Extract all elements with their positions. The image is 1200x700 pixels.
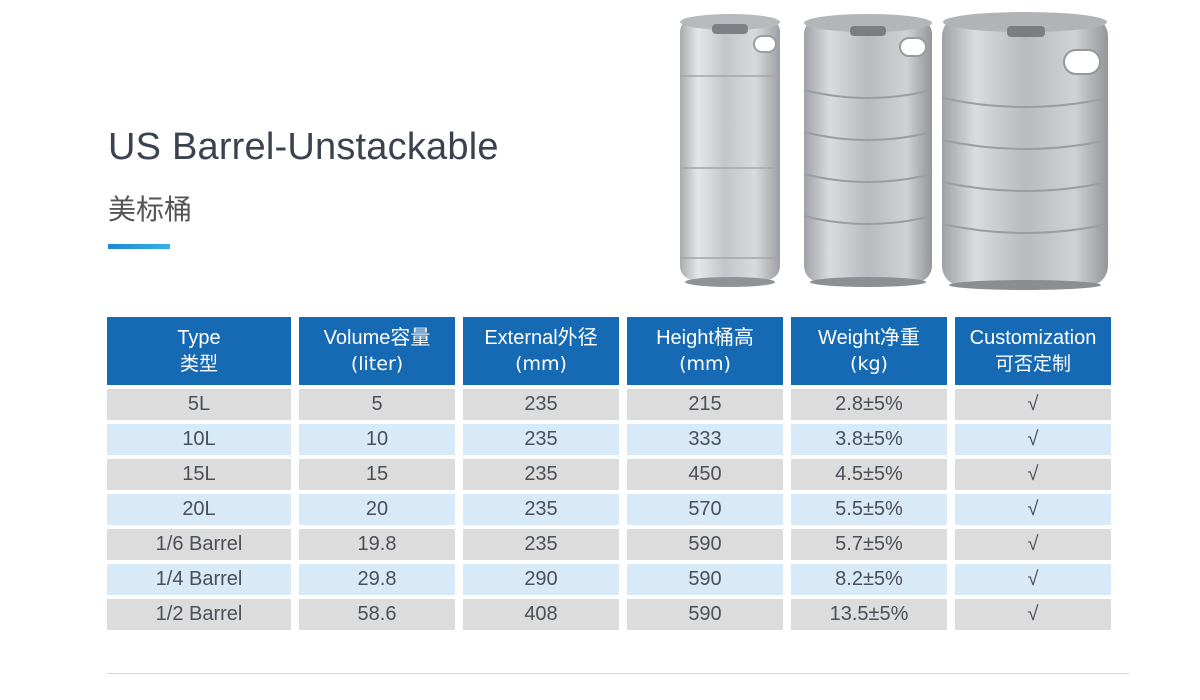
cell-weight: 5.5±5% <box>791 494 947 525</box>
cell-type: 1/2 Barrel <box>107 599 291 630</box>
table-row: 15L 15 235 450 4.5±5% √ <box>107 459 1111 490</box>
cell-volume: 15 <box>299 459 455 490</box>
cell-customization: √ <box>955 564 1111 595</box>
cell-height: 590 <box>627 564 783 595</box>
cell-customization: √ <box>955 459 1111 490</box>
cell-type: 10L <box>107 424 291 455</box>
cell-volume: 10 <box>299 424 455 455</box>
cell-type: 15L <box>107 459 291 490</box>
table-header-row: Type 类型 Volume容量 (liter) External外径 (mm) He… <box>107 317 1111 385</box>
cell-weight: 13.5±5% <box>791 599 947 630</box>
cell-type: 5L <box>107 389 291 420</box>
cell-external: 235 <box>463 424 619 455</box>
cell-volume: 19.8 <box>299 529 455 560</box>
cell-height: 215 <box>627 389 783 420</box>
cell-volume: 20 <box>299 494 455 525</box>
cell-customization: √ <box>955 389 1111 420</box>
keg-product-photo <box>680 12 1109 290</box>
cell-weight: 2.8±5% <box>791 389 947 420</box>
cell-external: 235 <box>463 529 619 560</box>
header-weight: Weight净重 (kg) <box>791 317 947 385</box>
header-customization: Customization 可否定制 <box>955 317 1111 385</box>
header-height: Height桶高 (mm) <box>627 317 783 385</box>
cell-external: 408 <box>463 599 619 630</box>
cell-customization: √ <box>955 529 1111 560</box>
cell-height: 570 <box>627 494 783 525</box>
cell-volume: 29.8 <box>299 564 455 595</box>
cell-customization: √ <box>955 599 1111 630</box>
cell-height: 333 <box>627 424 783 455</box>
page-title: US Barrel-Unstackable <box>108 126 499 168</box>
cell-customization: √ <box>955 494 1111 525</box>
header-type: Type 类型 <box>107 317 291 385</box>
table-row: 1/2 Barrel 58.6 408 590 13.5±5% √ <box>107 599 1111 630</box>
table-row: 10L 10 235 333 3.8±5% √ <box>107 424 1111 455</box>
cell-height: 590 <box>627 599 783 630</box>
cell-external: 290 <box>463 564 619 595</box>
keg-large-icon <box>941 12 1109 290</box>
table-row: 1/4 Barrel 29.8 290 590 8.2±5% √ <box>107 564 1111 595</box>
cell-type: 1/6 Barrel <box>107 529 291 560</box>
keg-medium-icon <box>803 14 933 287</box>
cell-external: 235 <box>463 494 619 525</box>
cell-height: 450 <box>627 459 783 490</box>
bottom-divider <box>107 673 1129 674</box>
header-external: External外径 (mm) <box>463 317 619 385</box>
cell-volume: 5 <box>299 389 455 420</box>
table-row: 5L 5 235 215 2.8±5% √ <box>107 389 1111 420</box>
table-row: 20L 20 235 570 5.5±5% √ <box>107 494 1111 525</box>
cell-volume: 58.6 <box>299 599 455 630</box>
cell-weight: 5.7±5% <box>791 529 947 560</box>
header-volume: Volume容量 (liter) <box>299 317 455 385</box>
keg-slim-icon <box>680 14 780 287</box>
cell-weight: 8.2±5% <box>791 564 947 595</box>
cell-type: 20L <box>107 494 291 525</box>
cell-customization: √ <box>955 424 1111 455</box>
cell-height: 590 <box>627 529 783 560</box>
cell-external: 235 <box>463 389 619 420</box>
title-underline <box>108 244 170 249</box>
cell-weight: 4.5±5% <box>791 459 947 490</box>
cell-external: 235 <box>463 459 619 490</box>
cell-weight: 3.8±5% <box>791 424 947 455</box>
cell-type: 1/4 Barrel <box>107 564 291 595</box>
page-subtitle: 美标桶 <box>108 193 193 226</box>
table-row: 1/6 Barrel 19.8 235 590 5.7±5% √ <box>107 529 1111 560</box>
spec-table: Type 类型 Volume容量 (liter) External外径 (mm) He… <box>99 313 1119 634</box>
